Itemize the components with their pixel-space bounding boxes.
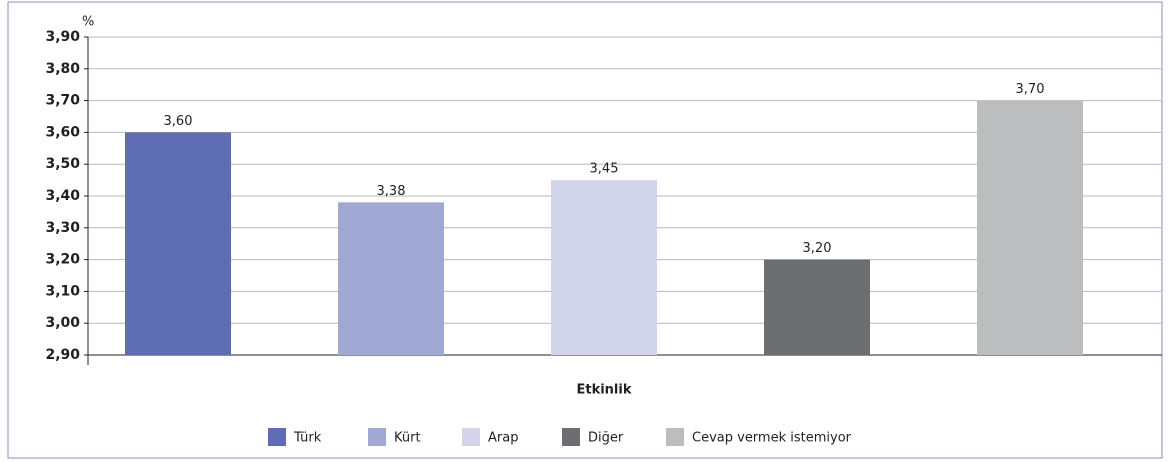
bar: [338, 202, 444, 355]
y-tick-label: 3,20: [45, 252, 80, 268]
y-tick-label: 3,10: [45, 283, 80, 299]
value-label: 3,20: [803, 241, 832, 256]
legend-swatch: [462, 428, 480, 446]
legend-swatch: [666, 428, 684, 446]
y-tick-label: 3,50: [45, 156, 80, 172]
y-tick-label: 3,90: [45, 29, 80, 45]
y-tick-label: 3,40: [45, 188, 80, 204]
y-tick-label: 3,30: [45, 220, 80, 236]
legend-swatch: [562, 428, 580, 446]
bar: [125, 132, 231, 355]
value-label: 3,60: [164, 114, 193, 129]
bar: [764, 259, 870, 355]
bar: [551, 180, 657, 355]
legend-label: Cevap vermek istemiyor: [692, 431, 852, 446]
legend-swatch: [268, 428, 286, 446]
value-label: 3,45: [590, 162, 619, 177]
y-tick-label: 2,90: [45, 347, 80, 363]
y-axis-label: %: [82, 15, 94, 30]
legend-label: Diğer: [588, 431, 624, 446]
legend-label: Kürt: [394, 431, 421, 446]
y-tick-label: 3,70: [45, 93, 80, 109]
x-tick-label: Etkinlik: [576, 383, 631, 398]
chart-border: [7, 1, 1163, 459]
value-label: 3,38: [377, 184, 406, 199]
legend-swatch: [368, 428, 386, 446]
y-tick-label: 3,80: [45, 61, 80, 77]
y-tick-label: 3,60: [45, 124, 80, 140]
bar: [977, 100, 1083, 355]
value-label: 3,70: [1016, 82, 1045, 97]
y-tick-label: 3,00: [45, 315, 80, 331]
legend-label: Türk: [293, 431, 322, 446]
legend-label: Arap: [488, 431, 518, 446]
